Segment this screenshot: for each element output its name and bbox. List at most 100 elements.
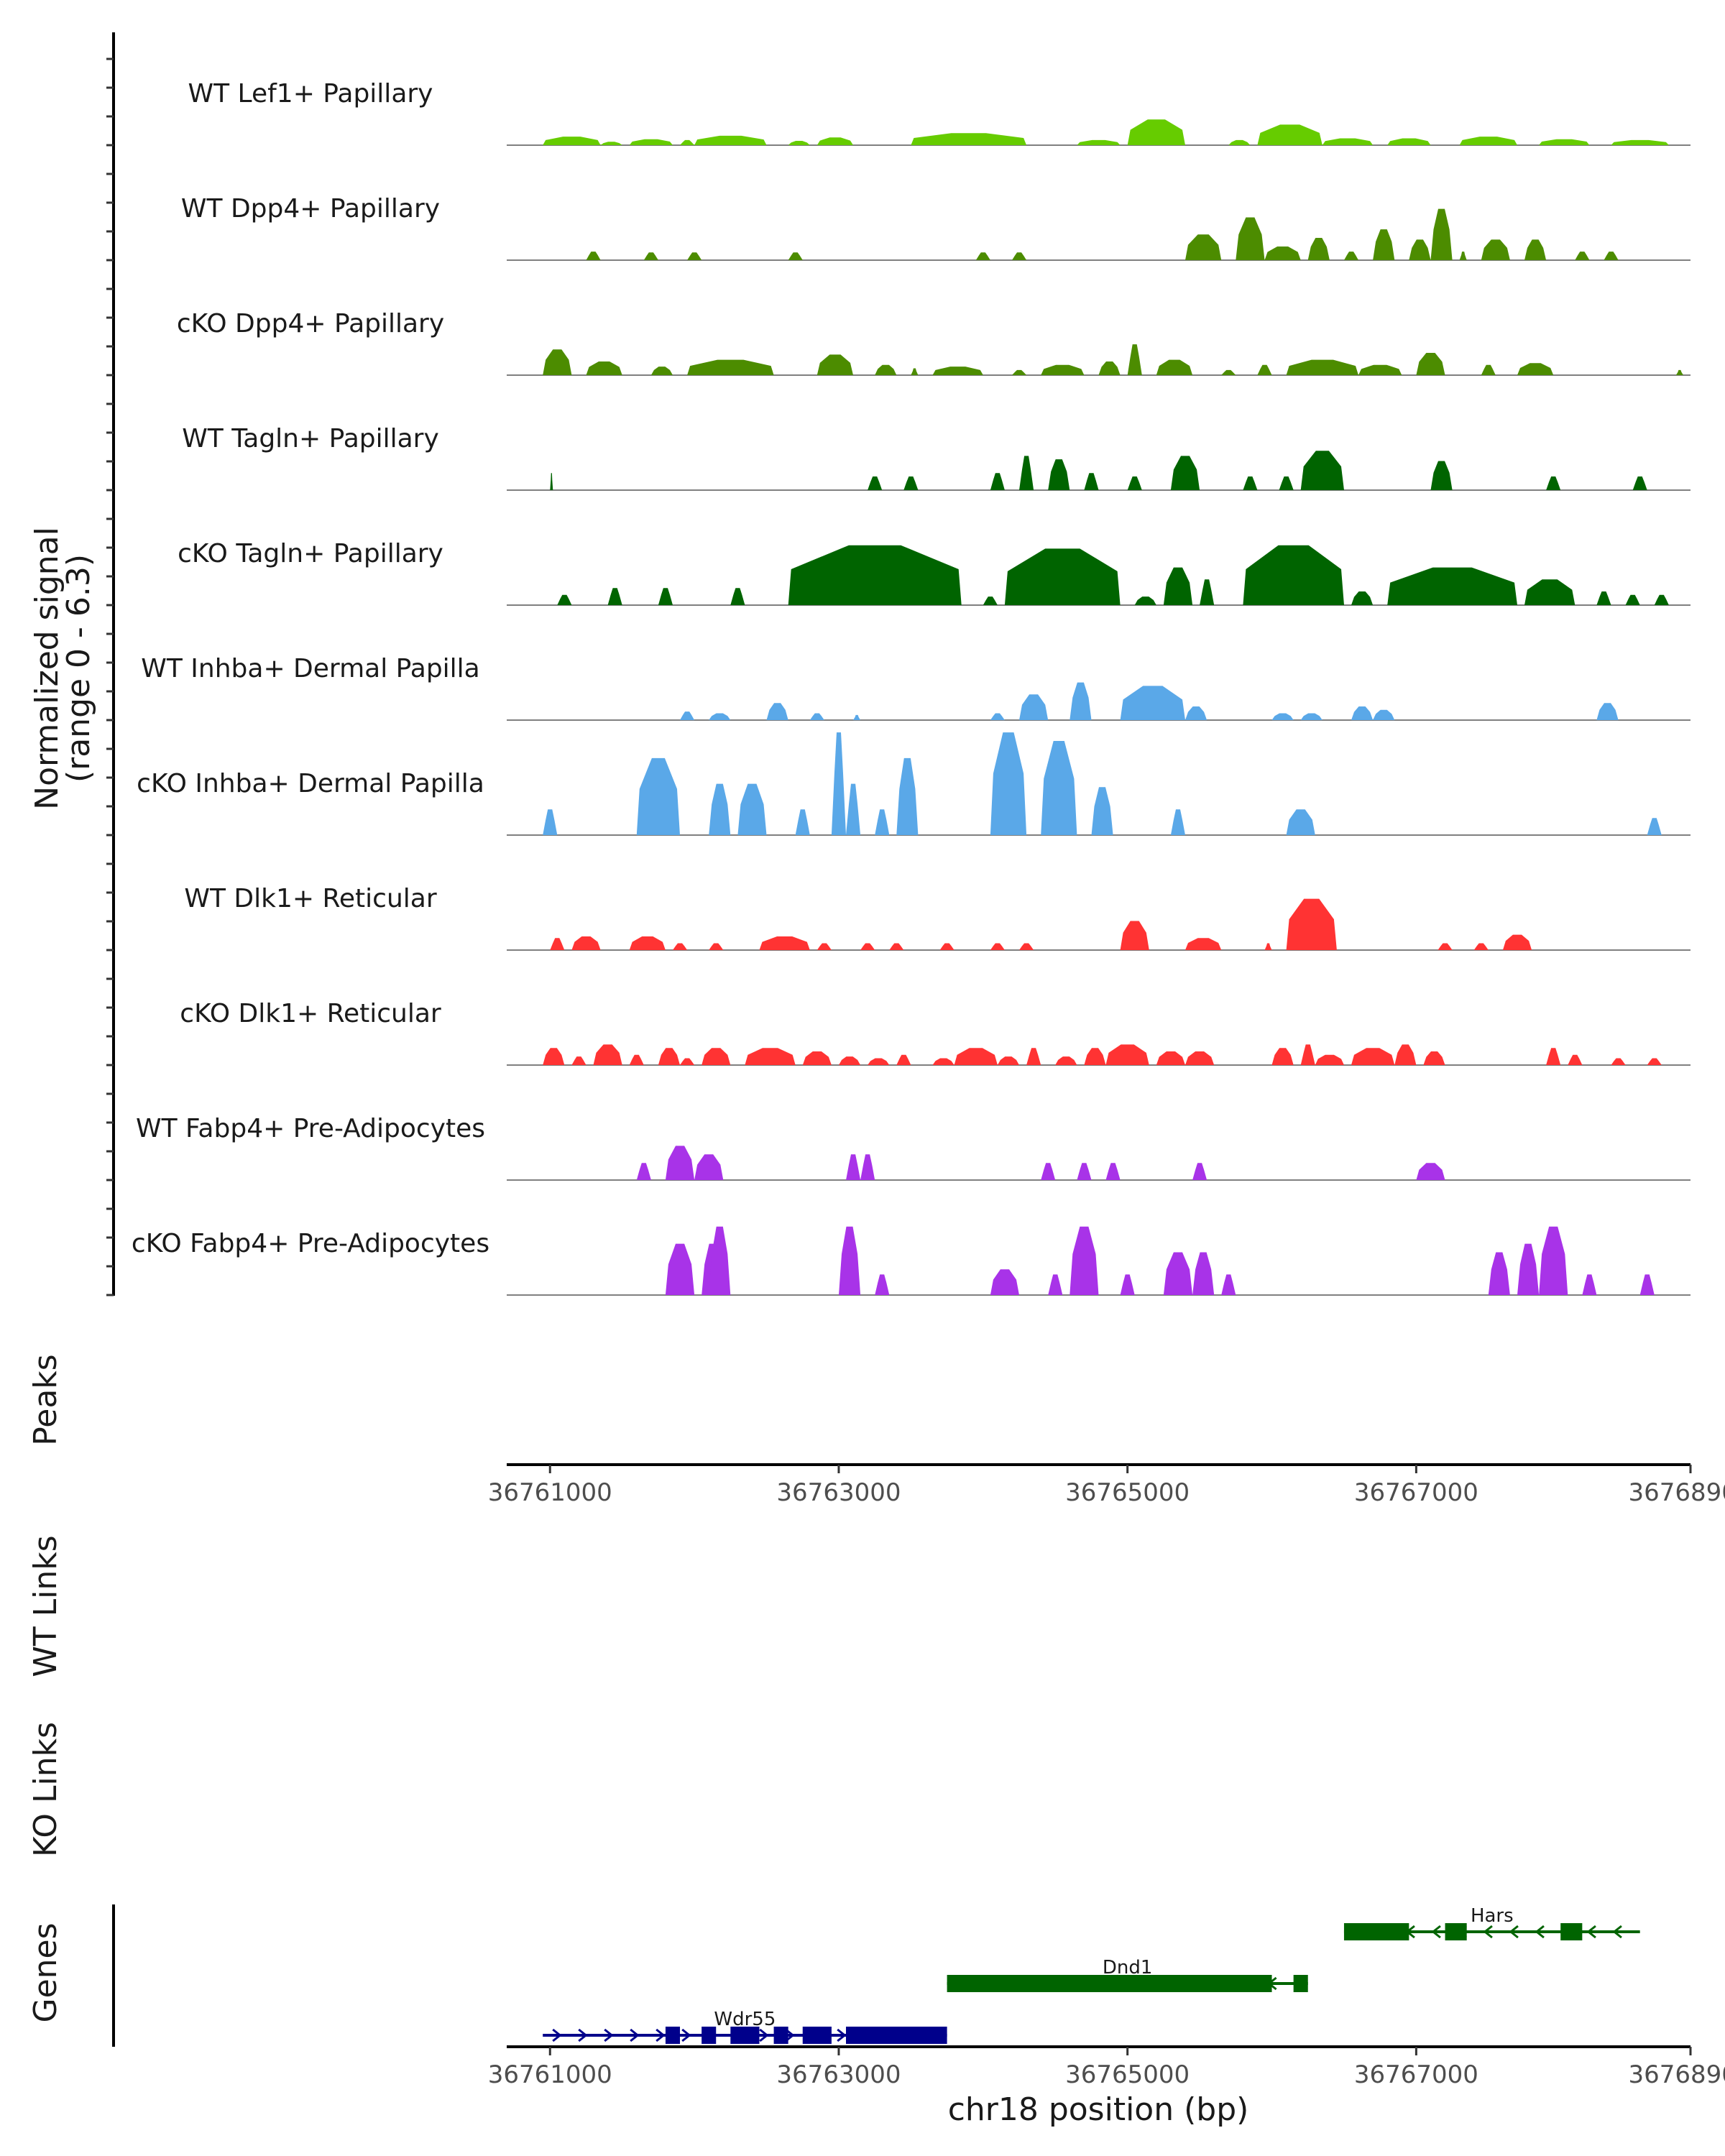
signal-peak bbox=[1315, 1054, 1344, 1065]
gene-exon bbox=[1560, 1923, 1583, 1940]
signal-peak bbox=[1517, 1243, 1540, 1295]
signal-peak bbox=[839, 1056, 861, 1065]
signal-peak bbox=[629, 139, 673, 145]
signal-peak bbox=[1423, 1051, 1445, 1065]
track-10: cKO Fabp4+ Pre-Adipocytes bbox=[132, 1226, 1690, 1296]
signal-peak bbox=[1438, 943, 1453, 950]
signal-peak bbox=[853, 714, 861, 720]
y-axis-title: Normalized signal(range 0 - 6.3) bbox=[29, 527, 97, 810]
signal-peak bbox=[1387, 567, 1517, 605]
signal-peak bbox=[1344, 252, 1358, 260]
track-2: cKO Dpp4+ Papillary bbox=[177, 309, 1690, 376]
signal-peak bbox=[1300, 451, 1344, 490]
signal-peak bbox=[809, 713, 824, 720]
strand-arrow bbox=[681, 2028, 691, 2042]
signal-peak bbox=[1264, 247, 1301, 260]
signal-peak bbox=[1185, 1051, 1215, 1065]
signal-peak bbox=[1517, 363, 1554, 375]
signal-peak bbox=[1488, 1252, 1510, 1295]
x-tick-label: 36763000 bbox=[776, 1478, 901, 1507]
gene-exon bbox=[665, 2027, 681, 2044]
signal-peak bbox=[1596, 591, 1611, 605]
track-label: WT Dpp4+ Papillary bbox=[181, 194, 440, 224]
signal-peak bbox=[1019, 694, 1049, 720]
x-tick-label: 36767000 bbox=[1354, 2060, 1478, 2089]
track-4: cKO Tagln+ Papillary bbox=[178, 539, 1690, 606]
track-0: WT Lef1+ Papillary bbox=[188, 79, 1690, 146]
track-label: cKO Tagln+ Papillary bbox=[178, 539, 443, 568]
signal-peak bbox=[1127, 344, 1142, 375]
signal-peak bbox=[543, 137, 601, 145]
track-8: cKO Dlk1+ Reticular bbox=[180, 999, 1690, 1066]
signal-peak bbox=[1307, 238, 1330, 260]
y-axis-title-line1: Normalized signal bbox=[29, 527, 65, 810]
signal-peak bbox=[730, 588, 745, 605]
track-label: WT Lef1+ Papillary bbox=[188, 79, 433, 109]
signal-peak bbox=[1351, 591, 1374, 605]
signal-peak bbox=[1596, 703, 1619, 720]
signal-peak bbox=[636, 1163, 651, 1180]
signal-peak bbox=[1300, 1044, 1315, 1065]
signal-peak bbox=[1091, 787, 1113, 835]
signal-peak bbox=[709, 713, 731, 720]
signal-peak bbox=[875, 364, 897, 375]
signal-peak bbox=[1012, 252, 1027, 260]
signal-peak bbox=[1170, 809, 1185, 835]
signal-peak bbox=[1228, 139, 1251, 145]
signal-peak bbox=[1192, 1252, 1215, 1295]
track-label: cKO Dlk1+ Reticular bbox=[180, 999, 441, 1028]
signal-peak bbox=[816, 943, 832, 950]
x-tick-label: 36767000 bbox=[1354, 1478, 1478, 1507]
signal-peak bbox=[875, 1274, 890, 1295]
signal-peak bbox=[1611, 139, 1669, 145]
signal-peak bbox=[543, 1048, 565, 1065]
signal-peak bbox=[788, 545, 962, 605]
signal-peak bbox=[990, 732, 1027, 835]
signal-peak bbox=[983, 596, 998, 605]
signal-peak bbox=[1286, 359, 1358, 375]
signal-peak bbox=[586, 252, 601, 260]
y-axis-ticks bbox=[106, 57, 114, 1296]
strand-arrow bbox=[1535, 1925, 1545, 1939]
signal-peak bbox=[1041, 741, 1077, 835]
x-tick-label: 36768900 bbox=[1628, 1478, 1725, 1507]
signal-peak bbox=[1185, 234, 1222, 260]
signal-peak bbox=[1647, 818, 1662, 835]
signal-peak bbox=[1539, 139, 1590, 145]
signal-peak bbox=[1279, 476, 1294, 490]
signal-peak bbox=[788, 141, 810, 145]
signal-peak bbox=[1127, 119, 1185, 145]
signal-peak bbox=[788, 252, 803, 260]
signal-peak bbox=[1163, 1252, 1193, 1295]
gene-exon bbox=[730, 2027, 760, 2044]
signal-peak bbox=[643, 252, 658, 260]
signal-peak bbox=[1300, 713, 1322, 720]
signal-peak bbox=[1539, 1226, 1568, 1295]
track-label: WT Fabp4+ Pre-Adipocytes bbox=[136, 1114, 485, 1143]
signal-peak bbox=[860, 943, 875, 950]
signal-peak bbox=[1084, 473, 1099, 490]
signal-peak bbox=[1647, 1058, 1662, 1065]
signal-peak bbox=[1243, 476, 1258, 490]
signal-peak bbox=[868, 476, 883, 490]
peaks-x-axis: 36761000 36763000 36765000 36767000 36768900 bbox=[488, 1463, 1725, 1507]
signal-peak bbox=[932, 1058, 954, 1065]
strand-arrow bbox=[1612, 1925, 1622, 1939]
signal-peak bbox=[557, 594, 572, 605]
signal-peak bbox=[1070, 682, 1092, 720]
signal-peak bbox=[650, 367, 673, 375]
signal-peak bbox=[1170, 456, 1200, 490]
signal-peak bbox=[550, 473, 553, 490]
signal-peak bbox=[1271, 1048, 1294, 1065]
signal-peak bbox=[1185, 706, 1208, 720]
signal-peak bbox=[954, 1048, 998, 1065]
track-5: WT Inhba+ Dermal Papilla bbox=[141, 654, 1690, 721]
signal-peak bbox=[1473, 943, 1489, 950]
signal-peak bbox=[896, 757, 919, 835]
gene-exon bbox=[773, 2027, 788, 2044]
signal-peak bbox=[694, 1154, 724, 1180]
signal-peak bbox=[889, 943, 904, 950]
signal-peak bbox=[680, 711, 695, 720]
signal-peak bbox=[1041, 1163, 1056, 1180]
signal-peak bbox=[665, 1146, 695, 1180]
